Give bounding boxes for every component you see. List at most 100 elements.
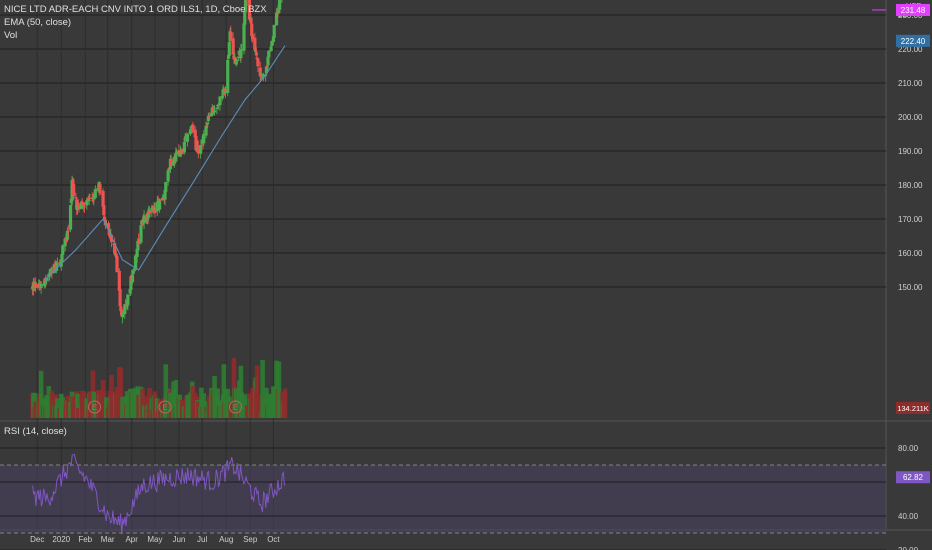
candle-body: [120, 309, 124, 316]
volume-bar: [125, 409, 131, 418]
candle-body: [250, 34, 255, 40]
candle-body: [124, 304, 128, 308]
candle-body: [106, 223, 111, 229]
candle-body: [147, 210, 151, 218]
volume-bar: [173, 380, 179, 418]
candle-body: [34, 282, 38, 287]
candle-body: [163, 190, 167, 200]
candle-body: [119, 306, 123, 312]
candle-body: [227, 42, 231, 56]
rsi-band: [0, 465, 886, 533]
volume-bar: [87, 391, 93, 418]
candle-body: [231, 38, 235, 55]
candle-body: [137, 239, 141, 245]
candle-body: [153, 208, 157, 214]
y-tick-label: 210.00: [898, 79, 923, 88]
candle-body: [271, 36, 276, 42]
candle-body: [125, 305, 129, 307]
volume-bar: [154, 398, 160, 418]
volume-bar: [265, 393, 271, 418]
volume-bar: [260, 359, 265, 418]
volume-bar: [271, 387, 277, 418]
candle-body: [215, 107, 219, 109]
earnings-marker-circle: [158, 400, 172, 414]
candle-body: [120, 313, 125, 318]
volume-label-box: [896, 402, 930, 414]
x-tick-label: Mar: [101, 535, 115, 544]
candle-body: [99, 190, 103, 192]
candle-body: [136, 240, 140, 251]
candle-body: [139, 225, 143, 243]
candle-body: [270, 41, 274, 47]
candle-body: [101, 191, 105, 207]
candle-body: [131, 269, 135, 275]
volume-bar: [244, 405, 250, 418]
volume-bar: [274, 360, 279, 418]
volume-bar: [190, 386, 196, 418]
volume-bar: [261, 404, 266, 418]
volume-bar: [70, 396, 76, 418]
candle-body: [236, 56, 241, 58]
candle-body: [171, 161, 176, 166]
candle-body: [250, 23, 254, 36]
volume-bar: [60, 396, 66, 418]
y-tick-label: 170.00: [898, 215, 923, 224]
volume-bar: [238, 365, 244, 418]
y-tick-label: 150.00: [898, 283, 923, 292]
candle-body: [265, 65, 269, 68]
candle-body: [82, 206, 87, 208]
candle-body: [277, 10, 281, 13]
earnings-marker-label: E: [233, 403, 238, 412]
candle-body: [82, 202, 86, 206]
candle-body: [140, 220, 144, 225]
volume-bar: [212, 376, 217, 418]
candle-body: [61, 245, 65, 255]
candle-body: [193, 129, 197, 138]
candle-body: [218, 96, 222, 106]
y-tick-label: 160.00: [898, 249, 923, 258]
candle-body: [118, 289, 122, 307]
candle-body: [102, 205, 106, 216]
volume-bar: [98, 411, 104, 418]
rsi-value-text: 62.82: [903, 473, 924, 482]
candle-body: [115, 256, 119, 273]
candle-body: [248, 16, 252, 19]
rsi-tick-label: 20.00: [898, 546, 919, 550]
volume-bar: [206, 395, 212, 418]
earnings-marker: E: [228, 400, 242, 414]
volume-bar: [174, 400, 179, 418]
x-tick-label: Sep: [243, 535, 258, 544]
y-tick-label: 200.00: [898, 113, 923, 122]
volume-bar: [255, 411, 261, 418]
candle-body: [234, 59, 238, 65]
candle-body: [55, 263, 59, 265]
candle-body: [269, 46, 273, 52]
candle-body: [85, 200, 89, 206]
candle-body: [226, 54, 231, 59]
candle-body: [185, 134, 190, 142]
volume-bar: [250, 388, 255, 418]
candle-body: [86, 198, 90, 202]
rsi-line: [32, 453, 285, 535]
candle-body: [72, 183, 76, 197]
candle-body: [205, 125, 209, 127]
candle-body: [147, 211, 152, 214]
volume-bar: [55, 398, 60, 418]
candle-body: [164, 182, 168, 192]
candle-body: [88, 197, 92, 199]
candle-body: [123, 304, 127, 315]
candle-body: [243, 10, 247, 25]
candle-body: [255, 57, 259, 60]
volume-bar: [233, 388, 239, 418]
x-tick-label: Aug: [219, 535, 233, 544]
volume-bar: [124, 391, 130, 418]
volume-bar: [141, 405, 147, 418]
volume-bar: [147, 387, 152, 418]
volume-bar: [114, 387, 120, 418]
candle-body: [79, 201, 83, 209]
candle-body: [126, 294, 130, 306]
candle-body: [117, 270, 121, 291]
x-tick-label: Apr: [125, 535, 138, 544]
volume-bar: [65, 396, 71, 418]
